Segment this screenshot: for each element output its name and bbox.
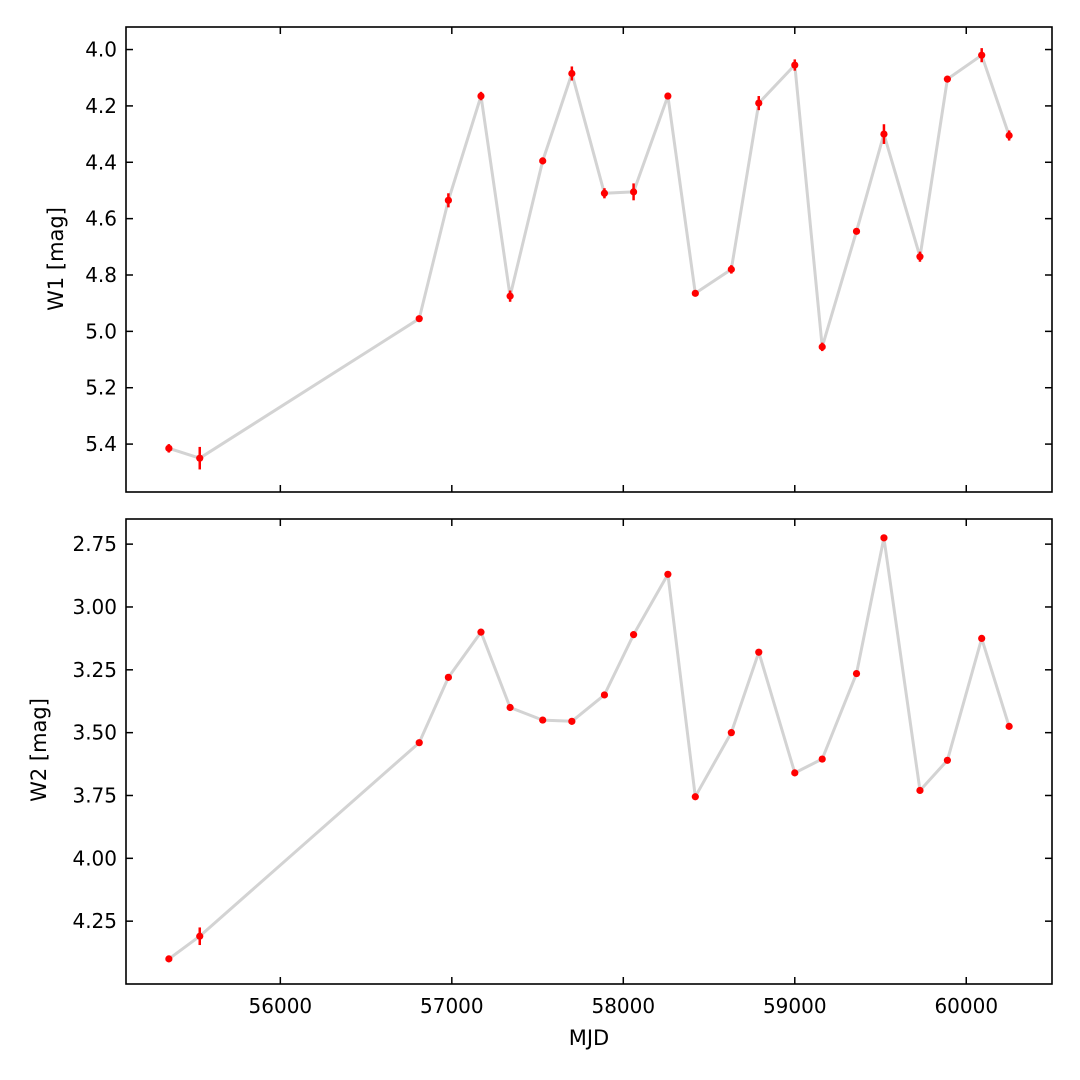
- w1-data-point: [880, 130, 888, 138]
- w2-data-point: [791, 769, 799, 777]
- w1-data-point: [852, 227, 861, 235]
- w2-ytick-label: 4.25: [72, 909, 117, 933]
- w2-data-point: [818, 755, 826, 763]
- w2-ytick-label: 2.75: [72, 532, 117, 556]
- w2-data-point: [444, 673, 452, 681]
- w1-data-point: [791, 61, 799, 69]
- w2-data-point: [477, 628, 485, 636]
- w1-data-point: [444, 196, 452, 204]
- w2-axes-frame: [125, 518, 1053, 985]
- w2-data-point: [691, 793, 699, 801]
- w2-panel: W2 [mag] MJD 2.75 3.00 3.25 3.50 3.75 4.00 4.2…: [27, 518, 1053, 1050]
- w2-ytick-label: 3.75: [72, 783, 117, 807]
- w1-data-point: [415, 315, 423, 323]
- w1-ylabel: W1 [mag]: [44, 207, 68, 311]
- w2-data-point: [978, 634, 986, 642]
- w1-ytick-label: 5.0: [85, 319, 117, 343]
- w2-ylabel: W2 [mag]: [27, 698, 51, 802]
- w1-series-line: [168, 53, 1011, 460]
- w1-data-point: [916, 253, 924, 261]
- x-axis-label: MJD: [569, 1026, 609, 1050]
- w2-data-point: [664, 570, 672, 578]
- w1-ytick-label: 5.4: [85, 432, 117, 456]
- w1-data-point: [506, 292, 514, 300]
- w1-ytick-label: 4.8: [85, 263, 117, 287]
- w1-data-point: [664, 92, 672, 100]
- w1-data-point: [165, 444, 173, 452]
- w2-ytick-label: 4.00: [72, 846, 117, 870]
- w1-data-point: [629, 188, 638, 196]
- w1-ytick-label: 4.4: [85, 150, 117, 174]
- w2-data-point: [506, 703, 514, 712]
- w2-xtick-label: 60000: [934, 994, 998, 1018]
- w2-data-point: [852, 669, 861, 678]
- w2-ytick-label: 3.00: [72, 595, 117, 619]
- w2-data-point: [727, 729, 735, 737]
- w2-xtick-label: 58000: [591, 994, 655, 1018]
- w2-data-point: [1005, 722, 1013, 730]
- w1-data-point: [943, 75, 951, 83]
- w2-data-point: [568, 717, 576, 725]
- w2-data-point: [539, 716, 547, 724]
- w1-data-point: [727, 265, 735, 273]
- w1-data-point: [600, 189, 609, 197]
- w2-data-point: [943, 756, 951, 764]
- w1-data-point: [196, 454, 204, 462]
- w1-panel: W1 [mag] 4.0 4.2 4.4 4.6 4.8 5.0 5.2 5.4: [44, 26, 1053, 493]
- w2-xtick-label: 56000: [249, 994, 313, 1018]
- w2-xtick-label: 59000: [763, 994, 827, 1018]
- w1-ytick-label: 4.2: [85, 94, 117, 118]
- w2-data-point: [415, 739, 423, 747]
- w1-data-point: [818, 343, 826, 351]
- w2-data-point: [600, 691, 609, 699]
- w1-data-point: [539, 157, 547, 165]
- w2-ytick-label: 3.50: [72, 721, 117, 745]
- w1-data-point: [1005, 131, 1013, 140]
- w1-ytick-label: 5.2: [85, 376, 117, 400]
- w1-data-point: [978, 51, 986, 59]
- w1-ytick-label: 4.6: [85, 207, 117, 231]
- w2-ytick-label: 3.25: [72, 658, 117, 682]
- w2-data-point: [880, 534, 888, 542]
- w2-xtick-label: 57000: [420, 994, 484, 1018]
- w2-series-line: [168, 536, 1011, 961]
- w1-data-point: [691, 289, 699, 297]
- w1-ytick-label: 4.0: [85, 38, 117, 62]
- w2-data-point: [165, 955, 173, 963]
- w2-data-point: [916, 786, 924, 795]
- w1-data-point: [477, 92, 485, 100]
- w2-data-point: [755, 648, 763, 656]
- w1-data-point: [755, 99, 763, 107]
- w1-axes-frame: [125, 26, 1053, 493]
- w1-data-point: [568, 69, 576, 78]
- w2-data-point: [196, 932, 204, 940]
- w2-data-point: [629, 631, 638, 639]
